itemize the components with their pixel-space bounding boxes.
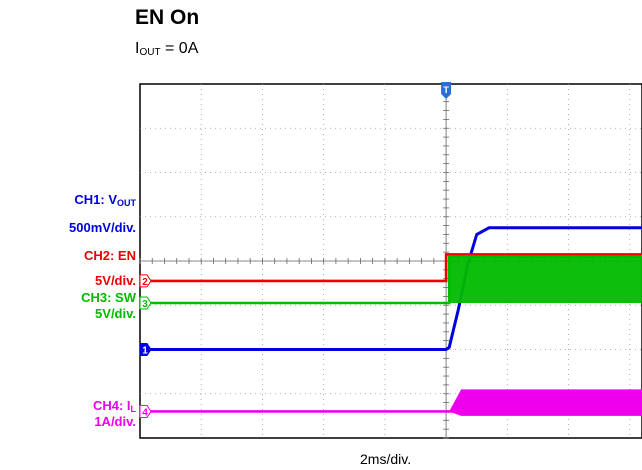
ch3-name-label: CH3: SW (81, 290, 136, 305)
ch1-scale-label: 500mV/div. (69, 220, 136, 235)
ch3-scale-label: 5V/div. (95, 306, 136, 321)
ch4-marker-label: 4 (142, 407, 148, 418)
ch4-scale-label: 1A/div. (94, 414, 136, 429)
ch4-ripple-envelope (449, 389, 642, 416)
ch2-scale-label: 5V/div. (95, 273, 136, 288)
ch1-name-label: CH1: VOUT (74, 192, 136, 208)
ch3-trace (140, 255, 642, 305)
ch2-marker (139, 274, 152, 288)
ch3-switching-band (449, 256, 642, 304)
ch1-marker-label: 1 (142, 346, 148, 357)
x-axis-label: 2ms/div. (360, 451, 412, 467)
scope-traces (140, 226, 642, 416)
ch4-marker (139, 404, 152, 418)
ch1-marker (139, 343, 152, 356)
ch2-marker-label: 2 (142, 277, 148, 288)
ch3-marker-label: 3 (142, 299, 148, 310)
ch2-name-label: CH2: EN (83, 248, 136, 263)
ch3-marker (139, 296, 152, 310)
ch2-trace (140, 253, 642, 283)
trigger-marker-label: T (443, 85, 449, 95)
chart-title: EN On (135, 6, 200, 29)
chart-subtitle: IOUT = 0A (135, 40, 199, 58)
channel-markers: 1 2 3 4 T (139, 82, 452, 418)
trigger-marker-icon (441, 82, 452, 99)
ch4-name-label: CH4: IL (92, 398, 136, 414)
